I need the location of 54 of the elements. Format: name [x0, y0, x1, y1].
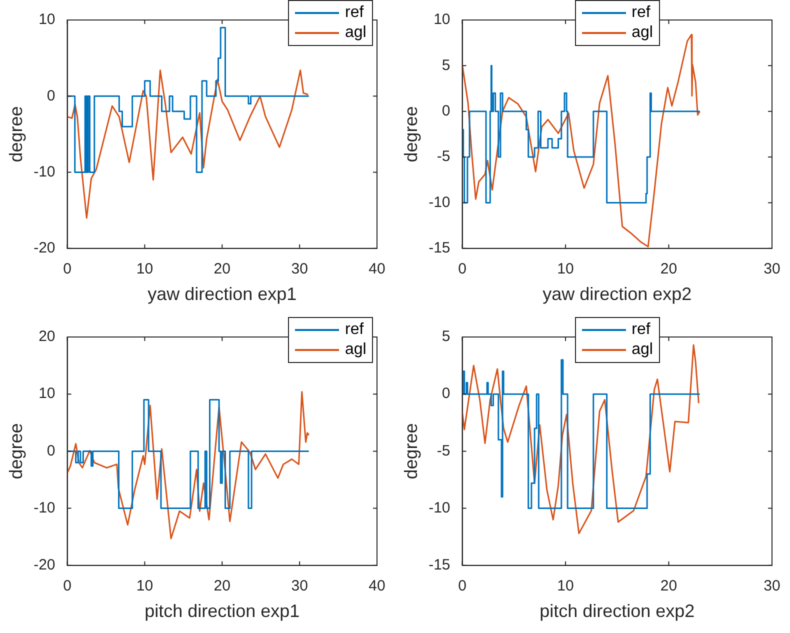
legend-label: agl [345, 340, 366, 360]
legend-label: ref [345, 3, 364, 23]
y-tick-label: -20 [34, 240, 56, 257]
x-axis-title: yaw direction exp1 [148, 284, 297, 304]
x-tick-label: 30 [291, 260, 308, 278]
x-tick-label: 10 [557, 260, 574, 278]
y-tick-label: -15 [428, 556, 450, 574]
x-tick-label: 0 [458, 578, 466, 595]
x-tick-label: 0 [63, 578, 72, 595]
x-tick-label: 0 [458, 260, 466, 278]
x-tick-label: 30 [291, 578, 308, 595]
y-tick-label: -10 [428, 499, 450, 516]
x-axis-title: pitch direction exp1 [144, 601, 300, 622]
x-tick-label: 10 [136, 260, 154, 278]
legend-label: agl [345, 23, 366, 43]
x-tick-label: 10 [136, 578, 154, 595]
y-tick-label: 0 [46, 442, 56, 460]
legend-label: agl [632, 340, 653, 360]
y-tick-label: 10 [38, 385, 56, 402]
x-tick-label: 20 [660, 578, 678, 595]
legend-label: ref [632, 320, 650, 340]
y-tick-label: 0 [442, 102, 450, 120]
x-tick-label: 30 [764, 260, 780, 278]
x-tick-label: 30 [764, 578, 780, 595]
y-tick-label: -5 [436, 442, 450, 460]
x-tick-label: 0 [63, 260, 72, 278]
y-tick-label: 20 [38, 328, 56, 346]
y-tick-label: 10 [434, 11, 450, 28]
x-tick-label: 20 [214, 578, 230, 595]
y-axis-title: degree [6, 106, 26, 162]
x-tick-label: 40 [368, 578, 386, 595]
y-axis-title: degree [6, 423, 26, 480]
y-tick-label: 5 [442, 328, 450, 346]
y-tick-label: 10 [38, 11, 56, 28]
legend-label: ref [632, 3, 650, 23]
y-tick-label: -10 [34, 499, 56, 516]
x-axis-title: yaw direction exp2 [542, 284, 692, 304]
y-tick-label: -10 [428, 194, 450, 211]
y-axis-title: degree [400, 423, 421, 480]
y-tick-label: -5 [436, 148, 450, 166]
y-tick-label: -10 [34, 163, 56, 180]
y-tick-label: 0 [442, 385, 450, 402]
x-tick-label: 20 [660, 260, 678, 278]
x-tick-label: 40 [368, 260, 386, 278]
y-tick-label: 0 [46, 87, 56, 104]
y-axis-title: degree [400, 106, 421, 162]
y-tick-label: -20 [34, 556, 56, 574]
y-tick-label: 5 [442, 56, 450, 74]
legend-label: agl [632, 23, 653, 43]
legend-label: ref [345, 320, 364, 340]
y-tick-label: -15 [428, 240, 450, 257]
x-tick-label: 10 [557, 578, 574, 595]
x-axis-title: pitch direction exp2 [540, 601, 695, 622]
x-tick-label: 20 [214, 260, 230, 278]
